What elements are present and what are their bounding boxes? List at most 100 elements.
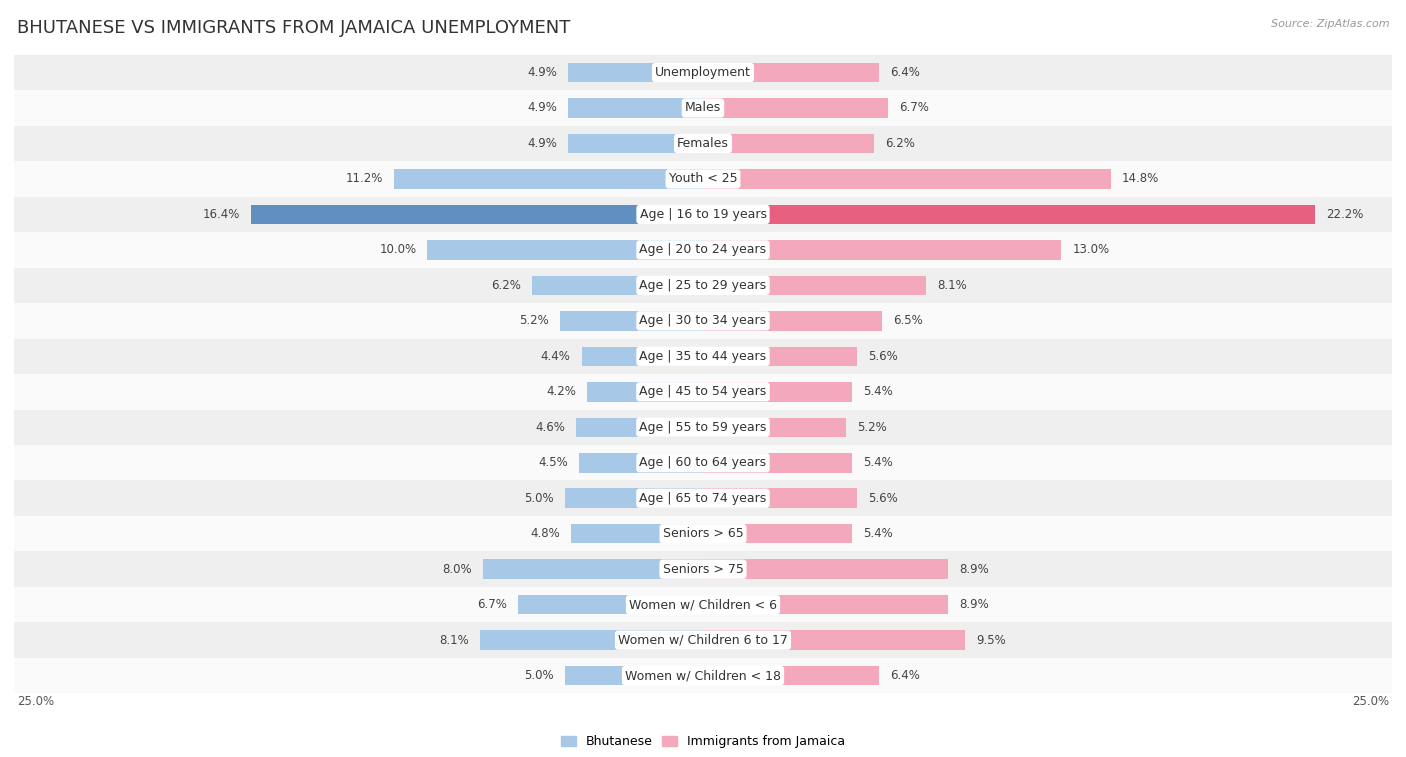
Bar — [14, 481, 1392, 516]
Bar — [560, 311, 703, 331]
Text: 25.0%: 25.0% — [17, 695, 53, 708]
Text: Age | 30 to 34 years: Age | 30 to 34 years — [640, 314, 766, 327]
Bar — [14, 658, 1392, 693]
Bar — [703, 311, 882, 331]
Text: 4.2%: 4.2% — [547, 385, 576, 398]
Text: Age | 55 to 59 years: Age | 55 to 59 years — [640, 421, 766, 434]
Bar — [703, 134, 875, 153]
Bar — [588, 382, 703, 401]
Bar — [568, 134, 703, 153]
Text: 5.4%: 5.4% — [863, 456, 893, 469]
Text: 8.0%: 8.0% — [441, 562, 471, 575]
Bar — [703, 276, 927, 295]
Bar — [703, 666, 879, 685]
Text: 22.2%: 22.2% — [1326, 208, 1364, 221]
Bar — [568, 98, 703, 118]
Text: Age | 65 to 74 years: Age | 65 to 74 years — [640, 492, 766, 505]
Text: Age | 16 to 19 years: Age | 16 to 19 years — [640, 208, 766, 221]
Bar — [14, 232, 1392, 268]
Bar — [565, 666, 703, 685]
Bar — [14, 268, 1392, 303]
Text: 6.2%: 6.2% — [491, 279, 522, 292]
Bar — [703, 488, 858, 508]
Bar — [703, 382, 852, 401]
Text: 5.4%: 5.4% — [863, 385, 893, 398]
Text: Youth < 25: Youth < 25 — [669, 173, 737, 185]
Bar — [703, 98, 887, 118]
Text: Women w/ Children < 6: Women w/ Children < 6 — [628, 598, 778, 611]
Text: Source: ZipAtlas.com: Source: ZipAtlas.com — [1271, 19, 1389, 29]
Text: BHUTANESE VS IMMIGRANTS FROM JAMAICA UNEMPLOYMENT: BHUTANESE VS IMMIGRANTS FROM JAMAICA UNE… — [17, 19, 571, 37]
Bar — [14, 516, 1392, 551]
Text: 11.2%: 11.2% — [346, 173, 384, 185]
Text: 8.1%: 8.1% — [439, 634, 468, 646]
Bar — [703, 204, 1315, 224]
Bar — [427, 240, 703, 260]
Text: Seniors > 75: Seniors > 75 — [662, 562, 744, 575]
Bar — [14, 55, 1392, 90]
Bar — [14, 197, 1392, 232]
Bar — [703, 169, 1111, 188]
Bar — [571, 524, 703, 544]
Bar — [479, 631, 703, 650]
Text: 10.0%: 10.0% — [380, 244, 416, 257]
Bar — [14, 90, 1392, 126]
Text: 6.4%: 6.4% — [890, 669, 921, 682]
Text: 13.0%: 13.0% — [1073, 244, 1109, 257]
Text: 5.4%: 5.4% — [863, 527, 893, 540]
Text: Unemployment: Unemployment — [655, 66, 751, 79]
Bar — [703, 524, 852, 544]
Bar — [582, 347, 703, 366]
Text: 8.9%: 8.9% — [959, 562, 988, 575]
Bar — [394, 169, 703, 188]
Text: 6.4%: 6.4% — [890, 66, 921, 79]
Text: Females: Females — [678, 137, 728, 150]
Bar — [703, 240, 1062, 260]
Text: 5.0%: 5.0% — [524, 669, 554, 682]
Text: 5.6%: 5.6% — [869, 350, 898, 363]
Text: 6.5%: 6.5% — [893, 314, 922, 327]
Bar — [14, 587, 1392, 622]
Text: 4.4%: 4.4% — [541, 350, 571, 363]
Bar — [703, 347, 858, 366]
Text: 5.2%: 5.2% — [858, 421, 887, 434]
Text: Age | 20 to 24 years: Age | 20 to 24 years — [640, 244, 766, 257]
Text: 6.7%: 6.7% — [478, 598, 508, 611]
Bar — [703, 559, 948, 579]
Text: 5.2%: 5.2% — [519, 314, 548, 327]
Bar — [703, 63, 879, 83]
Text: 14.8%: 14.8% — [1122, 173, 1159, 185]
Text: Seniors > 65: Seniors > 65 — [662, 527, 744, 540]
Text: 4.9%: 4.9% — [527, 101, 557, 114]
Text: Males: Males — [685, 101, 721, 114]
Text: 4.6%: 4.6% — [536, 421, 565, 434]
Bar — [14, 161, 1392, 197]
Text: 5.0%: 5.0% — [524, 492, 554, 505]
Text: Age | 45 to 54 years: Age | 45 to 54 years — [640, 385, 766, 398]
Bar — [519, 595, 703, 615]
Bar — [703, 453, 852, 472]
Bar — [579, 453, 703, 472]
Legend: Bhutanese, Immigrants from Jamaica: Bhutanese, Immigrants from Jamaica — [555, 730, 851, 753]
Bar — [531, 276, 703, 295]
Text: Women w/ Children < 18: Women w/ Children < 18 — [626, 669, 780, 682]
Text: 4.9%: 4.9% — [527, 66, 557, 79]
Bar — [14, 374, 1392, 410]
Text: Women w/ Children 6 to 17: Women w/ Children 6 to 17 — [619, 634, 787, 646]
Bar — [482, 559, 703, 579]
Text: 6.7%: 6.7% — [898, 101, 928, 114]
Bar — [14, 303, 1392, 338]
Text: 9.5%: 9.5% — [976, 634, 1005, 646]
Text: 4.8%: 4.8% — [530, 527, 560, 540]
Bar — [14, 338, 1392, 374]
Text: Age | 35 to 44 years: Age | 35 to 44 years — [640, 350, 766, 363]
Text: 4.5%: 4.5% — [538, 456, 568, 469]
Text: 6.2%: 6.2% — [884, 137, 915, 150]
Bar — [14, 551, 1392, 587]
Bar — [568, 63, 703, 83]
Bar — [576, 418, 703, 437]
Bar — [14, 410, 1392, 445]
Bar — [703, 418, 846, 437]
Bar — [565, 488, 703, 508]
Text: 8.9%: 8.9% — [959, 598, 988, 611]
